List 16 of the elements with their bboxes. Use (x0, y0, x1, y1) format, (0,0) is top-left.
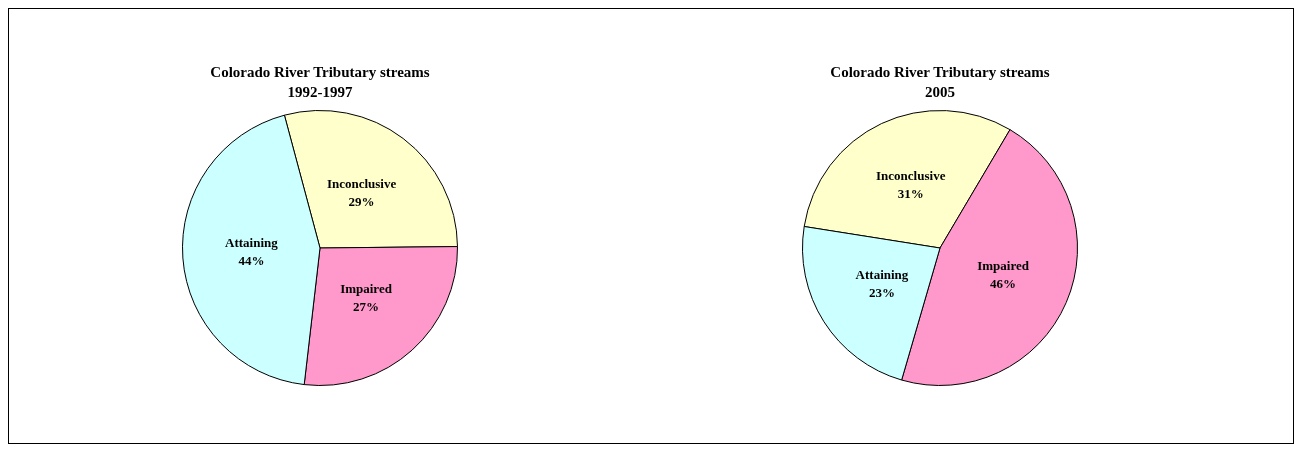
data-label: 31% (897, 186, 924, 202)
data-label: 44% (238, 253, 265, 269)
data-label: 23% (868, 285, 895, 301)
slice-label: Attaining (225, 235, 279, 251)
slice-label: Attaining (855, 267, 909, 283)
data-label: 29% (348, 193, 375, 209)
chart-subtitle: 1992-1997 (287, 83, 353, 100)
data-label: 46% (990, 275, 1017, 291)
chart-subtitle: 2005 (925, 83, 955, 100)
chart-title: Colorado River Tributary streams (830, 63, 1050, 80)
slice-label: Impaired (977, 257, 1030, 273)
slice-label: Inconclusive (876, 168, 946, 184)
chart-title: Colorado River Tributary streams (210, 63, 430, 80)
slice-label: Inconclusive (326, 175, 397, 191)
slice-label: Impaired (340, 281, 393, 297)
data-label: 27% (353, 299, 379, 315)
